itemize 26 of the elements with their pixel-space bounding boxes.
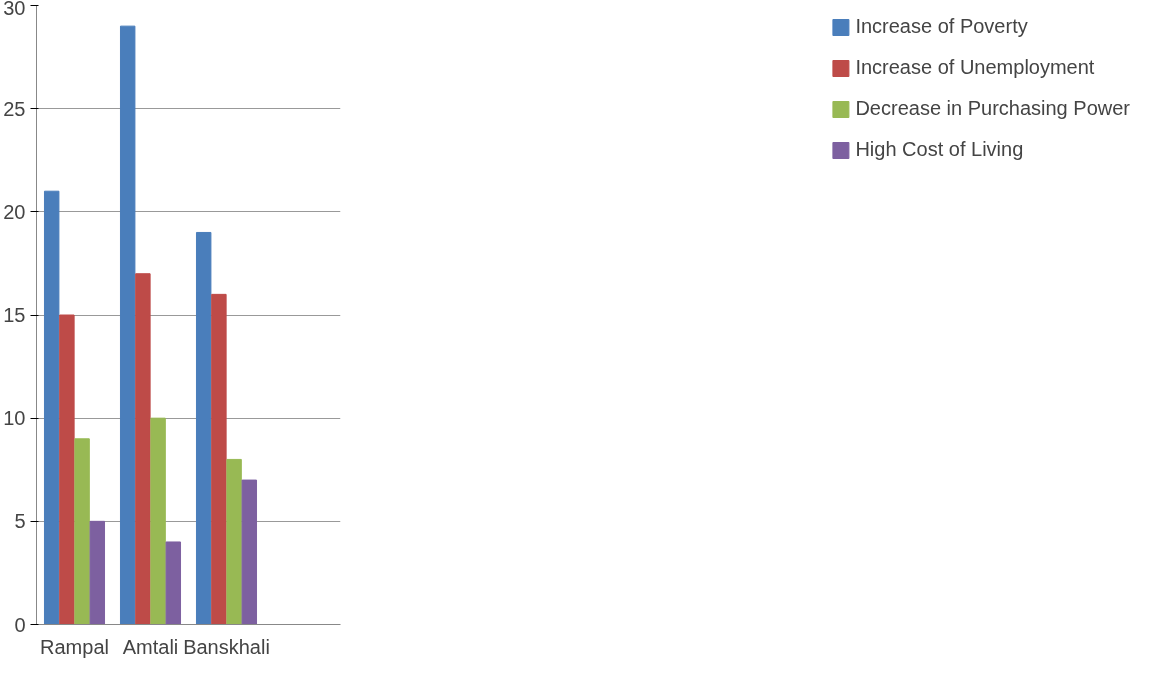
bar [135,273,151,625]
bar [226,458,242,625]
bar [119,25,136,625]
bar [89,520,106,625]
y-tick-label: 15 [3,304,26,326]
bar [211,293,227,625]
y-tick-label: 10 [3,407,26,430]
bar [241,479,258,625]
y-tick-label: 25 [3,97,26,120]
x-tick-label: Banskhali [183,635,270,658]
bar [195,231,212,625]
y-tick-label: 5 [14,510,26,533]
legend-label: High Cost of Living [855,138,1024,161]
x-tick-label: Rampal [40,635,109,658]
legend-label: Decrease in Purchasing Power [855,97,1130,120]
bar [74,438,90,625]
y-tick-label: 20 [3,200,26,223]
bar [59,314,75,625]
y-tick-label: 0 [14,613,26,636]
bar [43,190,60,625]
legend-label: Increase of Poverty [855,15,1028,38]
bar [150,417,166,625]
y-tick-label: 30 [3,0,26,19]
legend-label: Increase of Unemployment [855,56,1095,79]
bar [165,541,182,625]
x-tick-label: Amtali [122,635,179,658]
